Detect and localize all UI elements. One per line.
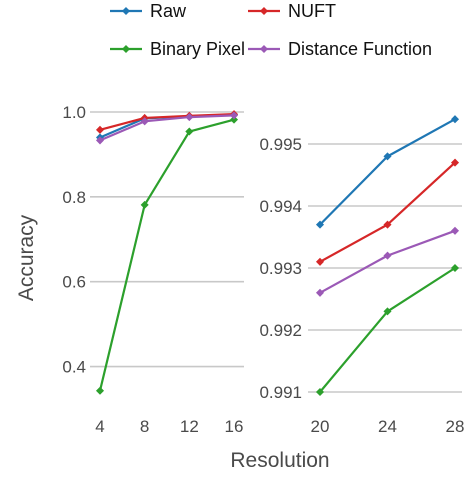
y-tick-label-0-995: 0.995	[259, 135, 302, 154]
legend-label-raw: Raw	[150, 1, 187, 21]
point-distance-function-4	[95, 136, 105, 145]
point-distance-function-8	[140, 117, 149, 126]
y-tick-label-0-8: 0.8	[62, 188, 86, 207]
series-line-distance-function	[98, 114, 236, 142]
point-distance-function-16	[229, 111, 239, 120]
point-distance-function-28	[450, 226, 460, 235]
y-tick-label-0-4: 0.4	[62, 358, 86, 377]
x-tick-label-20: 20	[311, 417, 330, 436]
series-line-nuft	[318, 161, 457, 263]
series-line-raw	[318, 118, 457, 226]
x-tick-label-24: 24	[378, 417, 397, 436]
legend: Raw NUFT Binary Pixel Distance Function	[110, 1, 432, 59]
legend-entry-distance-function: Distance Function	[248, 39, 432, 59]
y-tick-label-0-6: 0.6	[62, 273, 86, 292]
series-line-binary-pixel	[98, 118, 236, 392]
point-binary-pixel-24	[383, 307, 392, 316]
panel-high-resolution: 0.991 0.992 0.993 0.994 0.995 20 24 28	[259, 115, 465, 436]
legend-label-binary-pixel: Binary Pixel	[150, 39, 245, 59]
point-binary-pixel-20	[315, 387, 325, 397]
legend-entry-raw: Raw	[110, 1, 187, 21]
panel-low-resolution: 0.4 0.6 0.8 1.0 4 8 12 16	[62, 103, 244, 436]
series-distance-function	[315, 226, 460, 297]
x-tick-label-8: 8	[140, 417, 149, 436]
point-distance-function-12	[185, 113, 194, 122]
y-axis-title: Accuracy	[15, 214, 38, 301]
series-binary-pixel	[315, 263, 460, 397]
legend-marker-binary-pixel	[121, 44, 131, 54]
series-line-nuft	[98, 113, 236, 131]
point-binary-pixel-16	[229, 115, 239, 124]
y-tick-label-0-991: 0.991	[259, 383, 302, 402]
y-tick-label-0-994: 0.994	[259, 197, 302, 216]
legend-entry-binary-pixel: Binary Pixel	[110, 39, 245, 59]
legend-label-distance-function: Distance Function	[288, 39, 432, 59]
point-binary-pixel-12	[185, 127, 194, 136]
legend-marker-nuft	[259, 6, 269, 16]
x-tick-label-28: 28	[446, 417, 465, 436]
point-nuft-28	[450, 158, 460, 167]
x-tick-label-16: 16	[225, 417, 244, 436]
point-nuft-4	[95, 125, 105, 134]
series-nuft	[315, 158, 460, 266]
series-distance-function	[95, 111, 239, 145]
series-binary-pixel	[95, 115, 239, 395]
y-tick-label-0-993: 0.993	[259, 259, 302, 278]
point-binary-pixel-4	[95, 386, 105, 395]
legend-marker-raw	[121, 6, 131, 16]
point-raw-28	[450, 115, 460, 124]
point-raw-24	[383, 152, 392, 161]
y-tick-label-0-992: 0.992	[259, 321, 302, 340]
series-line-distance-function	[318, 229, 457, 294]
point-distance-function-20	[315, 288, 325, 297]
point-binary-pixel-8	[140, 200, 149, 209]
x-axis-title: Resolution	[230, 449, 329, 472]
x-tick-label-4: 4	[95, 417, 104, 436]
legend-label-nuft: NUFT	[288, 1, 336, 21]
point-distance-function-24	[383, 251, 392, 260]
legend-entry-nuft: NUFT	[248, 1, 336, 21]
point-nuft-20	[315, 257, 325, 266]
series-raw	[315, 115, 460, 229]
y-tick-label-1-0: 1.0	[62, 103, 86, 122]
legend-marker-distance-function	[259, 44, 269, 54]
point-raw-20	[315, 220, 325, 229]
point-nuft-24	[383, 220, 392, 229]
x-tick-label-12: 12	[180, 417, 199, 436]
point-binary-pixel-28	[450, 263, 460, 273]
